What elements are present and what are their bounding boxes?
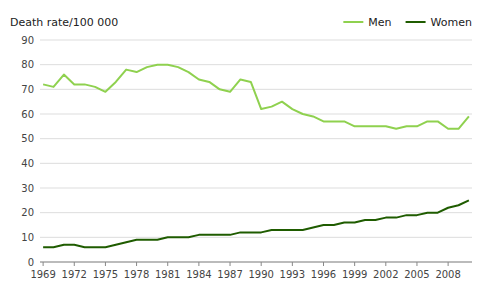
x-tick xyxy=(354,262,355,266)
legend-label: Men xyxy=(368,16,391,29)
y-tick-label: 40 xyxy=(21,158,34,169)
x-tick xyxy=(198,262,199,266)
legend: Women Men xyxy=(343,16,472,29)
x-tick xyxy=(261,262,262,266)
grid-line xyxy=(40,163,472,164)
x-tick-label: 2008 xyxy=(435,269,460,280)
x-tick-label: 1999 xyxy=(342,269,367,280)
x-tick-label: 1990 xyxy=(248,269,273,280)
x-tick-label: 1984 xyxy=(186,269,211,280)
line-series xyxy=(43,65,469,129)
x-tick xyxy=(74,262,75,266)
x-tick-label: 1972 xyxy=(62,269,87,280)
grid-line xyxy=(40,89,472,90)
x-tick-label: 1969 xyxy=(30,269,55,280)
y-tick-label: 70 xyxy=(21,84,34,95)
y-tick-label: 50 xyxy=(21,133,34,144)
lines xyxy=(43,65,469,248)
x-tick-label: 1996 xyxy=(311,269,336,280)
x-tick xyxy=(43,262,44,266)
x-tick xyxy=(230,262,231,266)
x-tick xyxy=(105,262,106,266)
grid-line xyxy=(40,64,472,65)
y-tick-label: 30 xyxy=(21,183,34,194)
x-tick xyxy=(323,262,324,266)
x-tick xyxy=(136,262,137,266)
y-tick-label: 0 xyxy=(28,257,34,268)
y-tick-label: 10 xyxy=(21,232,34,243)
y-axis-label: Death rate/100 000 xyxy=(10,16,118,29)
x-tick-label: 1975 xyxy=(93,269,118,280)
x-axis-line xyxy=(40,262,472,263)
legend-swatch xyxy=(406,21,426,23)
x-tick-label: 1993 xyxy=(280,269,305,280)
y-tick-label: 80 xyxy=(21,59,34,70)
x-tick xyxy=(167,262,168,266)
grid-line xyxy=(40,188,472,189)
grid-line xyxy=(40,212,472,213)
y-grid xyxy=(40,40,472,262)
grid-line xyxy=(40,138,472,139)
y-tick-label: 20 xyxy=(21,207,34,218)
y-tick-label: 60 xyxy=(21,109,34,120)
x-tick xyxy=(385,262,386,266)
x-tick-label: 1978 xyxy=(124,269,149,280)
x-tick xyxy=(448,262,449,266)
x-tick xyxy=(416,262,417,266)
grid-line xyxy=(40,262,472,263)
legend-label: Women xyxy=(431,16,472,29)
x-tick xyxy=(292,262,293,266)
y-tick-label: 90 xyxy=(21,35,34,46)
chart: 0 10 20 30 40 50 60 70 80 90 1969 1972 1975 1978 1981 1… xyxy=(0,0,488,290)
x-tick-label: 1981 xyxy=(155,269,180,280)
grid-line xyxy=(40,237,472,238)
x-tick-label: 1987 xyxy=(217,269,242,280)
grid-line xyxy=(40,114,472,115)
legend-swatch xyxy=(343,21,363,23)
x-tick-label: 2002 xyxy=(373,269,398,280)
grid-line xyxy=(40,40,472,41)
line-series xyxy=(43,200,469,247)
x-tick-label: 2005 xyxy=(404,269,429,280)
